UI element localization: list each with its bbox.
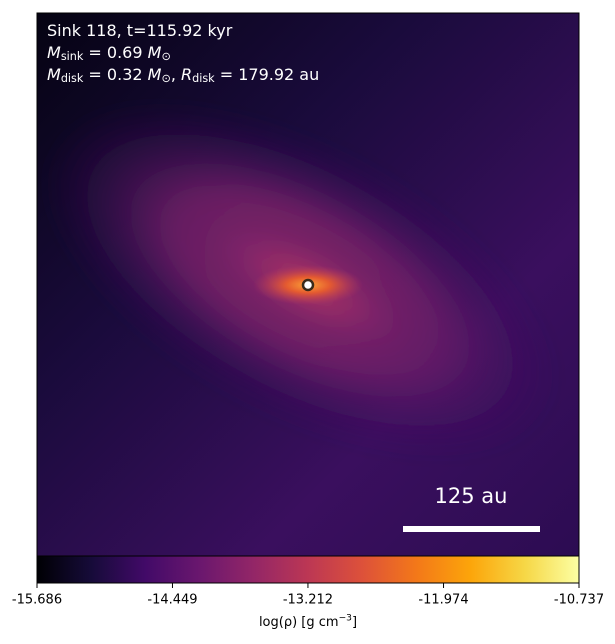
scale-bar-label: 125 au xyxy=(435,484,508,508)
text-part: ] xyxy=(352,615,357,630)
density-map: 125 au xyxy=(37,13,579,556)
annotation: Msink = 0.69 M⊙ xyxy=(47,43,171,64)
text-part: sink xyxy=(61,50,84,63)
colorbar-label: log(ρ) [g cm−3] xyxy=(259,613,357,630)
colorbar xyxy=(36,555,580,584)
text-part: = 0.69 xyxy=(83,43,147,62)
text-part: −3 xyxy=(339,613,353,623)
colorbar-tick-label: -11.974 xyxy=(418,593,468,608)
text-part: R xyxy=(181,65,192,84)
text-part: = 179.92 au xyxy=(215,65,320,84)
text-part: log(ρ) [g cm xyxy=(259,615,339,630)
colorbar-tick-label: -15.686 xyxy=(12,593,62,608)
text-part: , xyxy=(171,65,181,84)
text-part: M xyxy=(148,65,162,84)
colorbar-tick-label: -13.212 xyxy=(283,593,333,608)
text-part: M xyxy=(47,43,61,62)
sink-marker xyxy=(301,278,315,292)
colorbar-tick-label: -14.449 xyxy=(147,593,197,608)
annotation: Mdisk = 0.32 M⊙, Rdisk = 179.92 au xyxy=(47,65,319,86)
text-part: ⊙ xyxy=(161,72,170,85)
text-part: M xyxy=(47,65,61,84)
text-part: = 0.32 xyxy=(83,65,147,84)
annotation: Sink 118, t=115.92 kyr xyxy=(47,21,233,40)
scale-bar xyxy=(403,526,540,532)
colorbar-tick-label: -10.737 xyxy=(554,593,604,608)
text-part: disk xyxy=(61,72,84,85)
text-part: disk xyxy=(192,72,215,85)
text-part: Sink 118, t=115.92 kyr xyxy=(47,21,233,40)
text-part: M xyxy=(148,43,162,62)
text-part: ⊙ xyxy=(161,50,170,63)
